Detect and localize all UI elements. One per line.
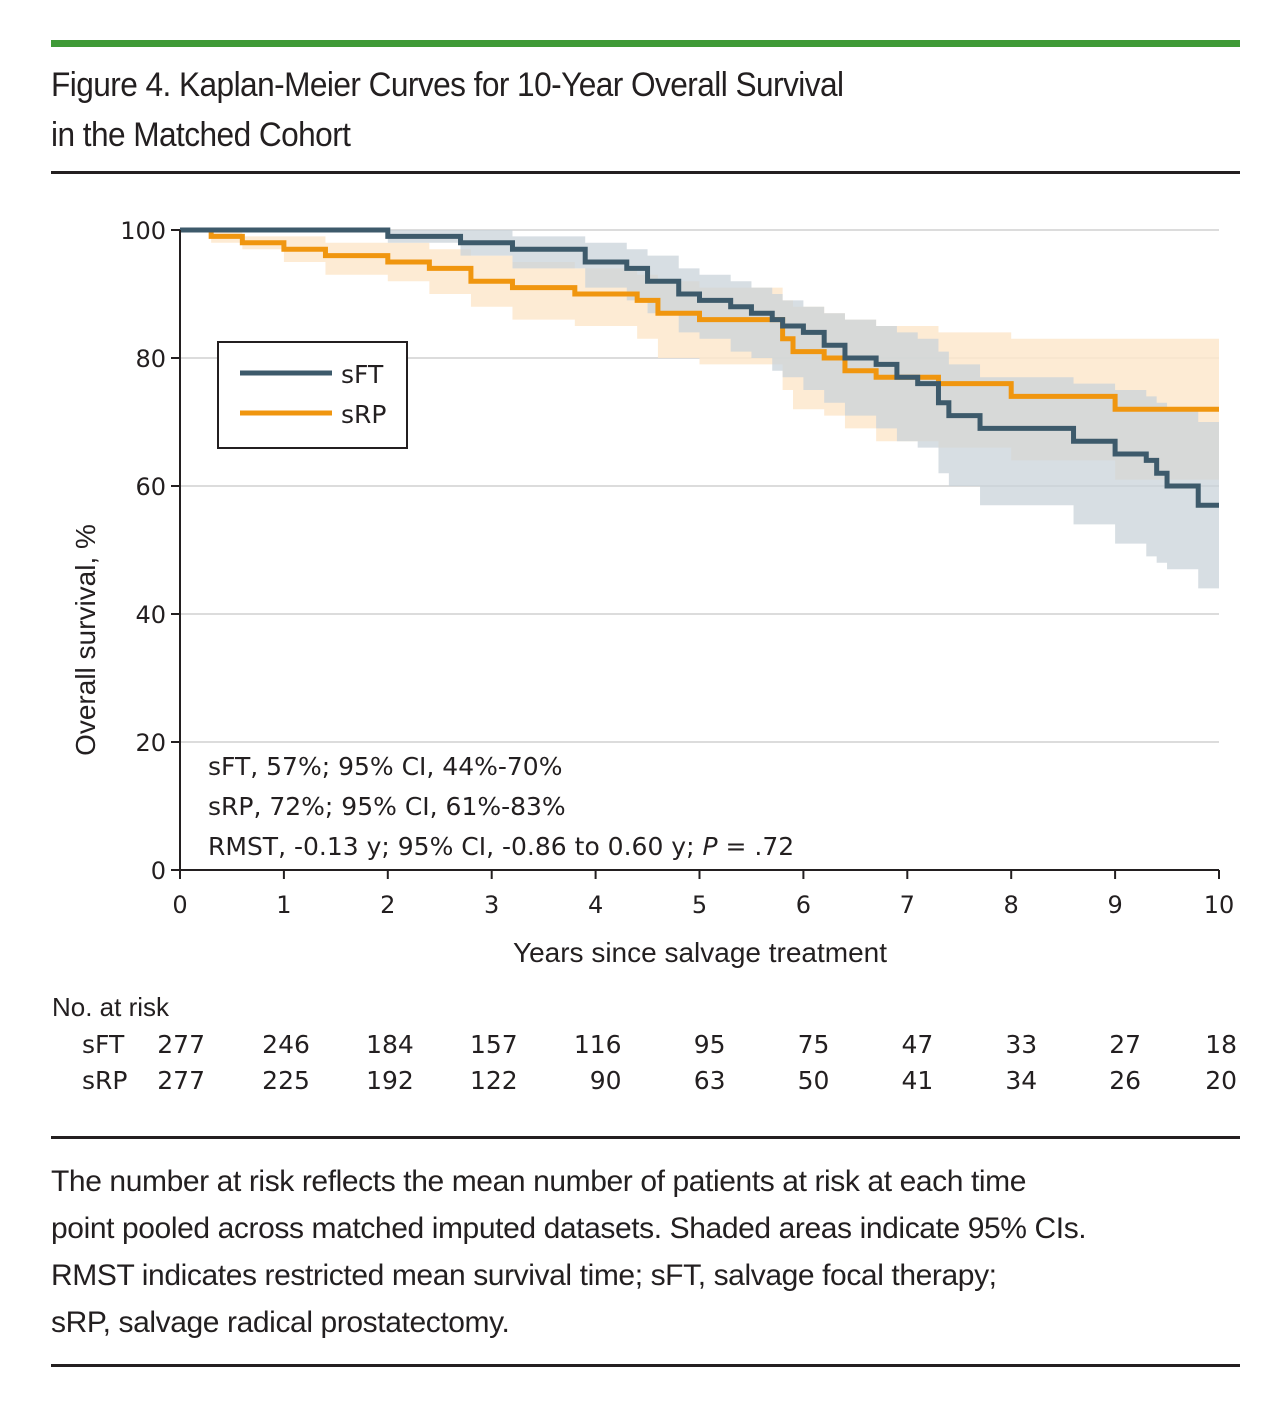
risk-cell: 157 (469, 1030, 518, 1059)
x-tick-label: 10 (1204, 891, 1235, 919)
x-tick-label: 3 (484, 891, 499, 919)
risk-cell: 26 (1109, 1066, 1142, 1095)
x-tick-label: 7 (900, 891, 915, 919)
x-tick-label: 8 (1004, 891, 1019, 919)
risk-cell: 277 (157, 1066, 205, 1095)
y-tick-label: 40 (135, 601, 166, 629)
legend-label-srp: sRP (341, 400, 386, 429)
curve-srp (180, 227, 1219, 412)
title-divider (51, 171, 1240, 174)
figure-title-line-1: Figure 4. Kaplan-Meier Curves for 10-Yea… (51, 66, 844, 104)
caption-line-1: The number at risk reflects the mean num… (51, 1165, 1027, 1198)
annotations: sFT, 57%; 95% CI, 44%-70% sRP, 72%; 95% … (208, 752, 794, 861)
risk-row-label-sft: sFT (82, 1030, 125, 1059)
risk-cell: 63 (693, 1066, 726, 1095)
curve-sft (180, 227, 1219, 508)
x-axis-label: Years since salvage treatment (513, 937, 887, 968)
x-tick-label: 4 (588, 891, 603, 919)
caption-line-4: sRP, salvage radical prostatectomy. (51, 1306, 510, 1339)
x-tick-label: 0 (172, 891, 187, 919)
y-tick-label: 100 (120, 217, 166, 245)
y-tick-label: 80 (135, 345, 166, 373)
risk-cell: 225 (262, 1066, 310, 1095)
annotation-p-value: = .72 (718, 832, 795, 861)
y-tick-label: 60 (135, 473, 166, 501)
risk-cell: 41 (901, 1066, 934, 1095)
annotation-rmst-text: RMST, -0.13 y; 95% CI, -0.86 to 0.60 y; (208, 832, 702, 861)
legend-label-sft: sFT (341, 360, 384, 389)
risk-cell: 246 (262, 1030, 310, 1059)
risk-cell: 27 (1109, 1030, 1142, 1059)
x-tick-label: 9 (1107, 891, 1122, 919)
annotation-rmst: RMST, -0.13 y; 95% CI, -0.86 to 0.60 y; … (208, 832, 794, 861)
annotation-srp: sRP, 72%; 95% CI, 61%-83% (208, 792, 566, 821)
y-axis-label: Overall survival, % (70, 524, 101, 756)
x-tick-label: 1 (276, 891, 291, 919)
x-tick-label: 5 (692, 891, 707, 919)
caption-line-3: RMST indicates restricted mean survival … (51, 1259, 997, 1292)
risk-row-label-srp: sRP (82, 1066, 128, 1095)
figure-title-line-2: in the Matched Cohort (51, 116, 351, 154)
legend: sFT sRP (217, 341, 408, 449)
y-tick-label: 0 (151, 857, 166, 885)
km-chart: 0 20 40 60 80 100 0 1 2 3 4 5 6 7 8 9 10 Overall surviv… (70, 217, 1234, 968)
y-tick-label: 20 (135, 729, 166, 757)
risk-cell: 18 (1205, 1030, 1237, 1059)
risk-table: No. at risk sFT 277 246 184 157 116 95 75 47 33 27… (0, 988, 1280, 1098)
y-ticks: 0 20 40 60 80 100 (120, 217, 180, 885)
x-ticks: 0 1 2 3 4 5 6 7 8 9 10 (172, 870, 1234, 919)
caption-divider-top (51, 1136, 1240, 1139)
risk-cell: 116 (573, 1030, 622, 1059)
risk-cell: 33 (1005, 1030, 1038, 1059)
risk-cell: 277 (157, 1030, 205, 1059)
legend-box (217, 341, 408, 449)
survival-curves (180, 227, 1219, 508)
annotation-p-label: P (702, 832, 718, 861)
annotation-sft: sFT, 57%; 95% CI, 44%-70% (208, 752, 562, 781)
accent-rule (51, 40, 1240, 47)
risk-cell: 50 (797, 1066, 830, 1095)
risk-cell: 90 (589, 1066, 622, 1095)
caption-line-2: point pooled across matched imputed data… (51, 1212, 1087, 1245)
risk-cell: 95 (693, 1030, 726, 1059)
risk-cell: 20 (1205, 1066, 1237, 1095)
caption-divider-bottom (51, 1364, 1240, 1367)
risk-cell: 192 (366, 1066, 414, 1095)
x-tick-label: 2 (380, 891, 395, 919)
risk-cell: 122 (469, 1066, 518, 1095)
risk-cell: 47 (901, 1030, 934, 1059)
x-tick-label: 6 (796, 891, 811, 919)
figure-caption: The number at risk reflects the mean num… (51, 1158, 1251, 1346)
figure-title: Figure 4. Kaplan-Meier Curves for 10-Yea… (51, 60, 1074, 160)
risk-cell: 34 (1005, 1066, 1038, 1095)
risk-table-title: No. at risk (52, 992, 170, 1022)
risk-cell: 184 (366, 1030, 414, 1059)
risk-cell: 75 (797, 1030, 830, 1059)
